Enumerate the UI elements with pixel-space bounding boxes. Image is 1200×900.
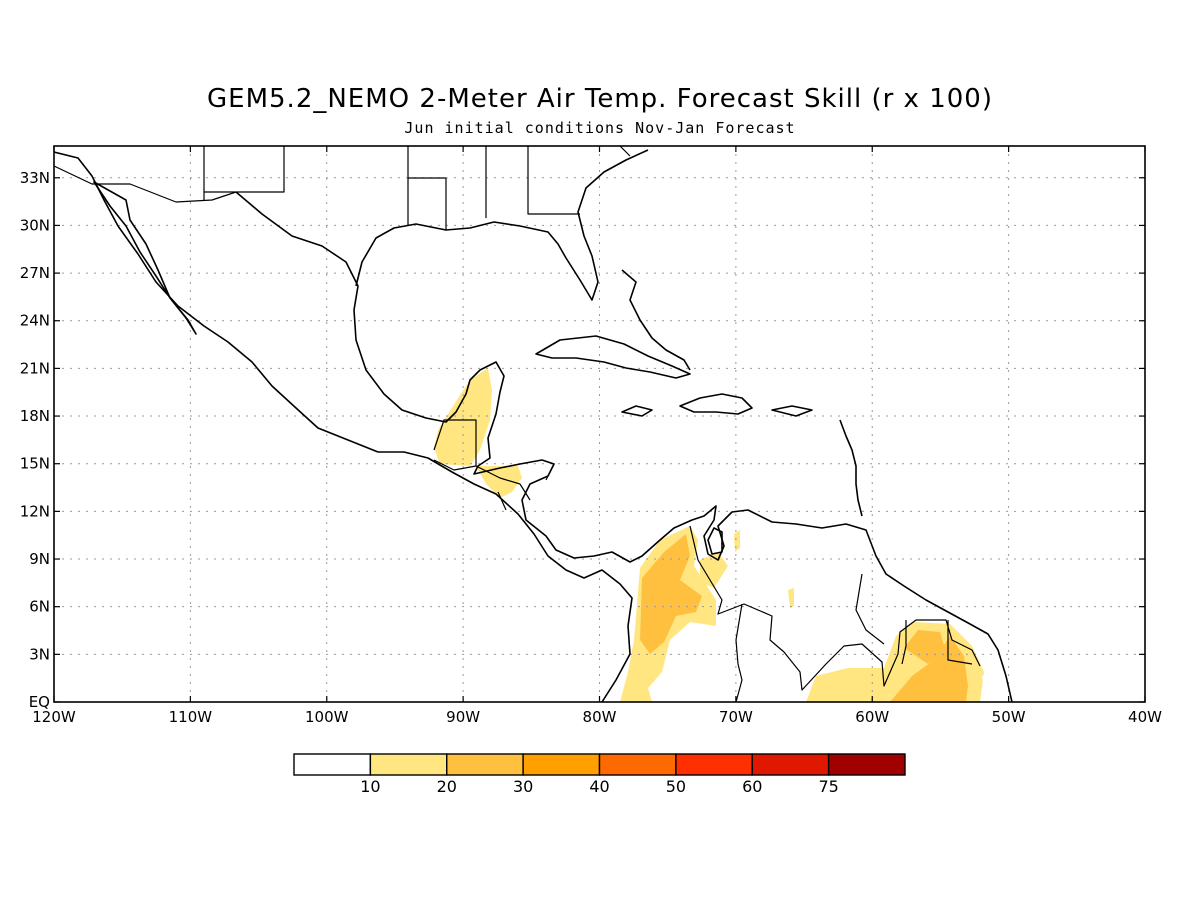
colorbar-swatch (598, 753, 677, 776)
chart-title: GEM5.2_NEMO 2-Meter Air Temp. Forecast S… (207, 84, 993, 114)
border-us-mexico (54, 165, 237, 203)
coastlines (54, 146, 1013, 702)
coastline-cuba (535, 335, 691, 379)
coastline-gulf-of-mexico (235, 191, 1013, 702)
colorbar-swatch (293, 753, 372, 776)
border-south-america (689, 525, 981, 702)
latitude-axis: EQ 3N 6N 9N 12N 15N 18N 21N 24N 27N 30N 33N (20, 169, 1145, 711)
colorbar-swatch (446, 753, 524, 776)
skill-area-venezuela-dot (788, 588, 794, 608)
chart-subtitle: Jun initial conditions Nov-Jan Forecast (404, 119, 796, 137)
coastline-puerto-rico (771, 405, 813, 417)
lon-tick-label: 60W (855, 708, 889, 726)
border-us-states (203, 146, 631, 230)
lat-tick-label: 9N (29, 550, 50, 568)
coastline-jamaica (621, 405, 653, 417)
skill-area-honduras (476, 466, 522, 498)
colorbar-label: 10 (360, 777, 380, 796)
coastline-lesser-antilles (839, 419, 863, 517)
skill-shading (434, 368, 1002, 702)
colorbar-swatch (827, 753, 906, 776)
lon-tick-label: 80W (583, 708, 617, 726)
coastline-bahamas (621, 269, 691, 371)
colorbar-swatch (369, 753, 448, 776)
coastline-pacific (54, 151, 633, 702)
skill-area-guianas-mid (904, 630, 946, 664)
colorbar-label: 75 (818, 777, 838, 796)
lon-tick-label: 50W (992, 708, 1026, 726)
lat-tick-label: EQ (29, 693, 50, 711)
skill-area-colombia-core (640, 534, 702, 654)
skill-area-venezuela-small (734, 530, 740, 552)
lon-tick-label: 120W (32, 708, 76, 726)
lat-tick-label: 33N (20, 169, 50, 187)
border-guatemala (433, 419, 477, 471)
lat-tick-label: 27N (20, 264, 50, 282)
lat-tick-label: 24N (20, 312, 50, 330)
colorbar-label: 20 (437, 777, 457, 796)
skill-area-venezuela (700, 552, 728, 588)
longitude-axis: 120W 110W 100W 90W 80W 70W 60W 50W 40W (32, 146, 1162, 726)
coastline-maracaibo (707, 527, 723, 555)
coastline-baja (93, 181, 197, 335)
lat-tick-label: 6N (29, 598, 50, 616)
coastline-us-gulf (355, 149, 649, 301)
colorbar: 10 20 30 40 50 60 75 (293, 753, 906, 796)
lon-tick-label: 100W (305, 708, 349, 726)
lat-tick-label: 30N (20, 216, 50, 234)
colorbar-swatch (675, 753, 753, 776)
colorbar-label: 40 (589, 777, 609, 796)
colorbar-swatch (751, 753, 830, 776)
skill-area-yucatan (434, 368, 492, 466)
lat-tick-label: 12N (20, 502, 50, 520)
colorbar-label: 50 (666, 777, 686, 796)
colorbar-swatch (522, 753, 601, 776)
lat-tick-label: 15N (20, 455, 50, 473)
lon-tick-label: 70W (719, 708, 753, 726)
lon-tick-label: 40W (1128, 708, 1162, 726)
colorbar-label: 30 (513, 777, 533, 796)
lon-tick-label: 110W (169, 708, 213, 726)
skill-area-brazil-white (982, 674, 1002, 702)
colorbar-label: 60 (742, 777, 762, 796)
coastline-hispaniola (679, 393, 753, 415)
lat-tick-label: 21N (20, 359, 50, 377)
map-gridlines (54, 146, 1145, 702)
border-central-america (475, 463, 555, 511)
lat-tick-label: 18N (20, 407, 50, 425)
lat-tick-label: 3N (29, 645, 50, 663)
lon-tick-label: 90W (446, 708, 480, 726)
